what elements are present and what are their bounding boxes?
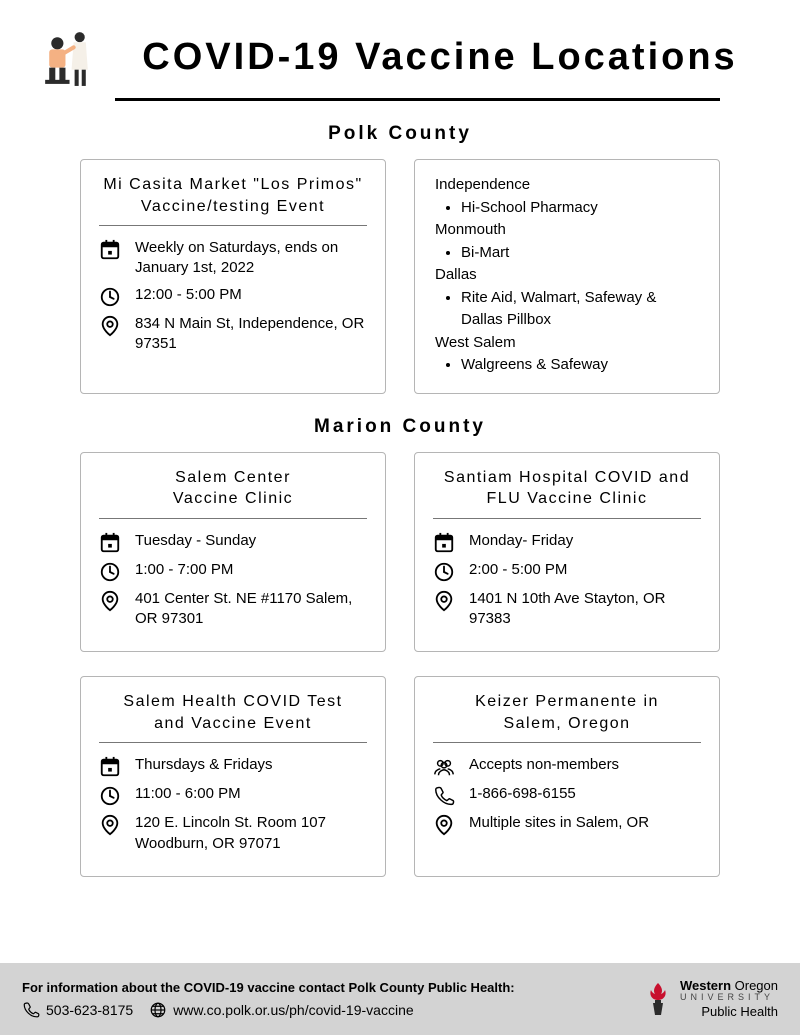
location-card: Santiam Hospital COVID and FLU Vaccine C… (414, 452, 720, 653)
info-row: Weekly on Saturdays, ends on January 1st… (99, 238, 367, 279)
footer-heading: For information about the COVID-19 vacci… (22, 980, 644, 995)
card-title: Santiam Hospital COVID and FLU Vaccine C… (433, 467, 701, 519)
info-text: 1:00 - 7:00 PM (135, 560, 367, 580)
pharmacy-city: West Salem (435, 332, 701, 355)
logo-text: Western Oregon UNIVERSITY Public Health (680, 979, 778, 1020)
location-card: IndependenceHi-School PharmacyMonmouthBi… (414, 159, 720, 394)
footer-phone-text: 503-623-8175 (46, 1002, 133, 1018)
vaccine-illustration-icon (35, 25, 100, 90)
pharmacy-item: Walgreens & Safeway (461, 354, 701, 377)
pharmacy-item: Rite Aid, Walmart, Safeway & Dallas Pill… (461, 287, 701, 332)
section-heading: Polk County (0, 123, 800, 145)
info-text: Multiple sites in Salem, OR (469, 813, 701, 833)
info-text: 11:00 - 6:00 PM (135, 784, 367, 804)
info-row: Thursdays & Fridays (99, 755, 367, 778)
card-title: Salem Health COVID Test and Vaccine Even… (99, 691, 367, 743)
info-text: 401 Center St. NE #1170 Salem, OR 97301 (135, 589, 367, 630)
card-title: Mi Casita Market "Los Primos" Vaccine/te… (99, 174, 367, 226)
pin-icon (433, 590, 455, 612)
logo-line2: UNIVERSITY (680, 992, 778, 1003)
logo-line3: Public Health (680, 1004, 778, 1019)
info-row: 1401 N 10th Ave Stayton, OR 97383 (433, 589, 701, 630)
info-row: Multiple sites in Salem, OR (433, 813, 701, 836)
pharmacy-items: Rite Aid, Walmart, Safeway & Dallas Pill… (433, 287, 701, 332)
info-row: 120 E. Lincoln St. Room 107 Woodburn, OR… (99, 813, 367, 854)
pharmacy-item: Hi-School Pharmacy (461, 197, 701, 220)
section-heading: Marion County (0, 416, 800, 438)
card-grid: Salem Center Vaccine Clinic Tuesday - Sun… (0, 452, 800, 877)
info-text: 12:00 - 5:00 PM (135, 285, 367, 305)
pharmacy-items: Hi-School Pharmacy (433, 197, 701, 220)
page-title: COVID-19 Vaccine Locations (120, 36, 760, 79)
info-text: Accepts non-members (469, 755, 701, 775)
info-text: 1401 N 10th Ave Stayton, OR 97383 (469, 589, 701, 630)
clock-icon (433, 561, 455, 583)
torch-icon (644, 981, 672, 1017)
logo-line1-bold: Western (680, 978, 731, 993)
info-row: Accepts non-members (433, 755, 701, 778)
footer-url-text: www.co.polk.or.us/ph/covid-19-vaccine (173, 1002, 413, 1018)
pharmacy-city: Monmouth (435, 219, 701, 242)
calendar-icon (99, 756, 121, 778)
info-text: 1-866-698-6155 (469, 784, 701, 804)
phone-icon (433, 785, 455, 807)
phone-icon (22, 1001, 40, 1019)
clock-icon (99, 561, 121, 583)
title-rule (115, 98, 720, 101)
info-row: 1:00 - 7:00 PM (99, 560, 367, 583)
card-grid: Mi Casita Market "Los Primos" Vaccine/te… (0, 159, 800, 394)
people-icon (433, 756, 455, 778)
footer-url: www.co.polk.or.us/ph/covid-19-vaccine (149, 1001, 413, 1019)
info-row: Monday- Friday (433, 531, 701, 554)
calendar-icon (433, 532, 455, 554)
pin-icon (99, 315, 121, 337)
location-card: Mi Casita Market "Los Primos" Vaccine/te… (80, 159, 386, 394)
info-row: 401 Center St. NE #1170 Salem, OR 97301 (99, 589, 367, 630)
info-row: 1-866-698-6155 (433, 784, 701, 807)
pin-icon (99, 814, 121, 836)
pin-icon (433, 814, 455, 836)
info-text: Tuesday - Sunday (135, 531, 367, 551)
pharmacy-items: Bi-Mart (433, 242, 701, 265)
footer: For information about the COVID-19 vacci… (0, 963, 800, 1035)
info-row: 11:00 - 6:00 PM (99, 784, 367, 807)
pharmacy-city: Independence (435, 174, 701, 197)
globe-icon (149, 1001, 167, 1019)
wou-logo: Western Oregon UNIVERSITY Public Health (644, 979, 778, 1020)
pharmacy-item: Bi-Mart (461, 242, 701, 265)
info-text: Thursdays & Fridays (135, 755, 367, 775)
pharmacy-city: Dallas (435, 264, 701, 287)
calendar-icon (99, 239, 121, 261)
info-text: 2:00 - 5:00 PM (469, 560, 701, 580)
header: COVID-19 Vaccine Locations (0, 0, 800, 90)
pin-icon (99, 590, 121, 612)
location-card: Salem Health COVID Test and Vaccine Even… (80, 676, 386, 877)
info-text: 834 N Main St, Independence, OR 97351 (135, 314, 367, 355)
pharmacy-items: Walgreens & Safeway (433, 354, 701, 377)
logo-line1-rest: Oregon (731, 978, 778, 993)
pharmacy-list: IndependenceHi-School PharmacyMonmouthBi… (433, 174, 701, 377)
card-title: Keizer Permanente in Salem, Oregon (433, 691, 701, 743)
info-row: Tuesday - Sunday (99, 531, 367, 554)
clock-icon (99, 286, 121, 308)
info-row: 2:00 - 5:00 PM (433, 560, 701, 583)
location-card: Keizer Permanente in Salem, Oregon Accept… (414, 676, 720, 877)
info-row: 12:00 - 5:00 PM (99, 285, 367, 308)
clock-icon (99, 785, 121, 807)
card-title: Salem Center Vaccine Clinic (99, 467, 367, 519)
calendar-icon (99, 532, 121, 554)
info-row: 834 N Main St, Independence, OR 97351 (99, 314, 367, 355)
location-card: Salem Center Vaccine Clinic Tuesday - Sun… (80, 452, 386, 653)
footer-phone: 503-623-8175 (22, 1001, 133, 1019)
info-text: 120 E. Lincoln St. Room 107 Woodburn, OR… (135, 813, 367, 854)
info-text: Weekly on Saturdays, ends on January 1st… (135, 238, 367, 279)
info-text: Monday- Friday (469, 531, 701, 551)
